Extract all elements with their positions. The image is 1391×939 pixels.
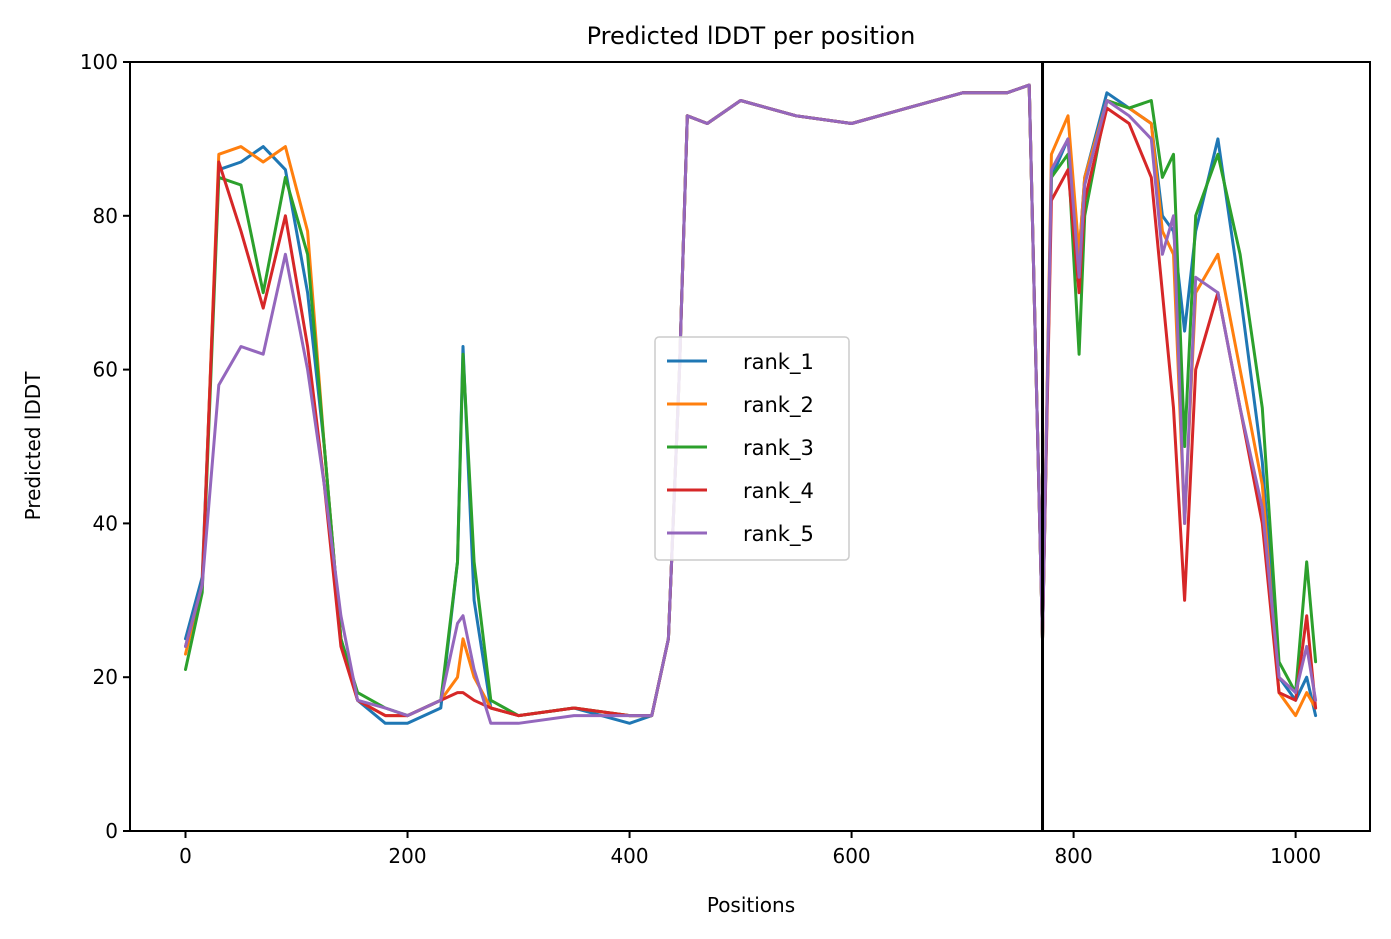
y-tick-label: 80 <box>93 204 118 228</box>
legend-label-rank-2: rank_2 <box>743 393 814 418</box>
y-tick-label: 0 <box>105 819 118 843</box>
legend: rank_1 rank_2 rank_3 rank_4 rank_5 <box>654 336 850 561</box>
legend-label-rank-3: rank_3 <box>743 436 814 461</box>
legend-label-rank-5: rank_5 <box>743 522 814 547</box>
y-axis-title: Predicted lDDT <box>21 371 45 521</box>
y-tick-label: 40 <box>93 511 118 535</box>
x-tick-label: 1000 <box>1270 844 1321 868</box>
plot-frame <box>129 61 1371 832</box>
x-tick-label: 200 <box>388 844 426 868</box>
series-line-rank-5 <box>184 83 1318 725</box>
legend-label-rank-4: rank_4 <box>743 479 814 504</box>
x-tick-label: 600 <box>832 844 870 868</box>
axes-layer: 0 200 400 600 800 1000 0 20 40 60 80 100 <box>80 50 1371 868</box>
y-tick-label: 60 <box>93 358 118 382</box>
x-tick-label: 0 <box>179 844 192 868</box>
y-tick-label: 100 <box>80 50 118 74</box>
legend-label-rank-1: rank_1 <box>743 350 814 375</box>
x-tick-label: 400 <box>610 844 648 868</box>
chart-title: Predicted lDDT per position <box>587 22 916 50</box>
legend-box <box>654 336 850 561</box>
y-tick-label: 20 <box>93 665 118 689</box>
series-layer <box>184 83 1318 725</box>
x-axis-title: Positions <box>707 893 795 917</box>
x-tick-label: 800 <box>1055 844 1093 868</box>
